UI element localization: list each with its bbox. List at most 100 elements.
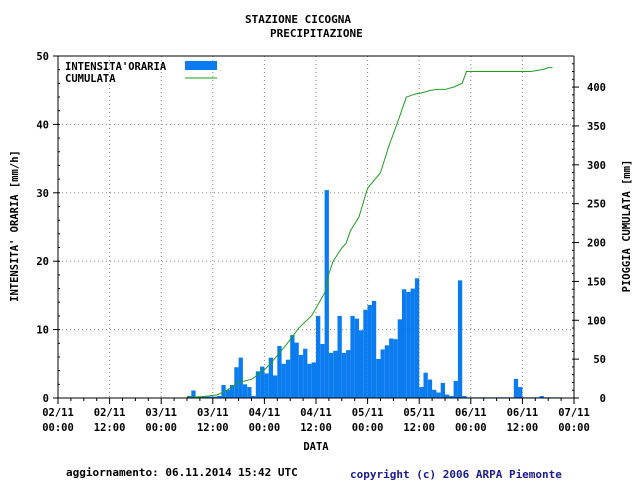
intensity-bar: [350, 315, 355, 398]
intensity-bar: [303, 348, 308, 398]
copyright-notice: copyright (c) 2006 ARPA Piemonte: [350, 468, 562, 481]
x-tick-label-time: 12:00: [300, 422, 332, 434]
x-tick-label-date: 04/11: [249, 407, 281, 419]
x-tick-label-date: 02/11: [42, 407, 74, 419]
intensity-bar: [208, 396, 213, 398]
intensity-bar: [191, 390, 196, 398]
intensity-bar: [225, 389, 230, 398]
x-tick-label-time: 00:00: [558, 422, 590, 434]
intensity-bar: [432, 389, 437, 398]
intensity-bar: [354, 318, 359, 398]
intensity-bar: [264, 373, 269, 398]
legend-label-intensity: INTENSITA'ORARIA: [65, 61, 167, 73]
legend: INTENSITA'ORARIA CUMULATA: [65, 61, 217, 85]
intensity-bar: [255, 371, 261, 398]
y2-tick-label: 0: [600, 393, 606, 405]
intensity-bar: [337, 315, 342, 398]
x-tick-label-time: 00:00: [249, 422, 281, 434]
y2-axis-label: PIOGGIA CUMULATA [mm]: [621, 160, 633, 293]
intensity-bar: [247, 387, 252, 398]
intensity-bar: [457, 280, 463, 398]
intensity-bars: [187, 190, 562, 398]
intensity-bar: [187, 395, 192, 398]
x-tick-label-date: 07/11: [558, 407, 590, 419]
intensity-bar: [419, 387, 424, 398]
intensity-bar: [230, 385, 235, 398]
intensity-bar: [513, 378, 519, 398]
intensity-bar: [341, 352, 347, 398]
intensity-bar: [380, 349, 385, 398]
intensity-bar: [324, 190, 329, 398]
x-tick-label-time: 12:00: [507, 422, 539, 434]
y2-tick-label: 300: [587, 160, 606, 172]
intensity-bar: [371, 300, 377, 398]
x-tick-label-time: 00:00: [42, 422, 74, 434]
x-tick-label-time: 12:00: [403, 422, 435, 434]
intensity-bar: [427, 379, 433, 398]
intensity-bar: [384, 345, 390, 398]
intensity-bar: [423, 372, 428, 398]
intensity-bar: [436, 392, 441, 398]
y2-tick-label: 350: [587, 121, 606, 133]
x-tick-label-time: 12:00: [197, 422, 229, 434]
intensity-bar: [328, 352, 334, 398]
x-tick-label-time: 00:00: [352, 422, 384, 434]
y-tick-label: 40: [36, 119, 49, 131]
intensity-bar: [367, 304, 372, 398]
intensity-bar: [414, 278, 420, 398]
intensity-bar: [453, 380, 458, 398]
intensity-bar: [268, 357, 273, 398]
y-tick-label: 20: [36, 256, 49, 268]
intensity-bar: [234, 367, 239, 398]
x-tick-label-time: 00:00: [455, 422, 487, 434]
intensity-bar: [518, 387, 523, 398]
intensity-bar: [410, 288, 415, 398]
chart-subtitle: PRECIPITAZIONE: [270, 27, 363, 40]
y-axis-label: INTENSITA' ORARIA [mm/h]: [9, 150, 21, 302]
intensity-bar: [363, 309, 368, 398]
intensity-bar: [294, 342, 299, 398]
intensity-bar: [397, 319, 402, 398]
intensity-bar: [273, 375, 278, 398]
x-tick-label-date: 06/11: [507, 407, 539, 419]
y2-tick-label: 250: [587, 199, 606, 211]
intensity-bar: [238, 357, 243, 398]
y2-tick-label: 50: [593, 354, 606, 366]
legend-label-cumulative: CUMULATA: [65, 73, 116, 85]
x-tick-label-date: 06/11: [455, 407, 487, 419]
intensity-bar: [346, 350, 351, 398]
intensity-bar: [539, 395, 544, 398]
y-tick-label: 50: [36, 51, 49, 63]
x-tick-label-date: 02/11: [94, 407, 126, 419]
intensity-bar: [290, 335, 295, 398]
x-tick-label-date: 04/11: [300, 407, 332, 419]
tick-labels: 02/11 00:00 02/11 12:00 03/11 00:00 03/11 12:00…: [36, 51, 606, 434]
intensity-bar: [376, 359, 381, 398]
intensity-bar: [316, 315, 321, 398]
intensity-bar: [333, 350, 338, 398]
intensity-bar: [393, 339, 398, 398]
y2-tick-label: 100: [587, 315, 606, 327]
x-tick-label-time: 00:00: [145, 422, 177, 434]
axes: [53, 55, 579, 404]
intensity-bar: [389, 338, 394, 398]
intensity-bar: [281, 363, 286, 398]
y-tick-label: 10: [36, 325, 49, 337]
intensity-bar: [212, 396, 218, 398]
x-tick-label-date: 03/11: [197, 407, 229, 419]
intensity-bar: [307, 363, 312, 398]
intensity-bar: [359, 330, 364, 398]
intensity-bar: [406, 291, 411, 398]
intensity-bar: [449, 395, 454, 398]
y2-tick-label: 150: [587, 276, 606, 288]
update-timestamp: aggiornamento: 06.11.2014 15:42 UTC: [66, 466, 298, 479]
x-axis-label: DATA: [303, 441, 329, 453]
y2-tick-label: 400: [587, 82, 606, 94]
x-tick-label-date: 03/11: [145, 407, 177, 419]
intensity-bar: [260, 366, 265, 398]
chart-title: STAZIONE CICOGNA: [245, 13, 351, 26]
intensity-bar: [242, 384, 248, 398]
intensity-bar: [251, 395, 256, 398]
intensity-bar: [199, 396, 205, 398]
